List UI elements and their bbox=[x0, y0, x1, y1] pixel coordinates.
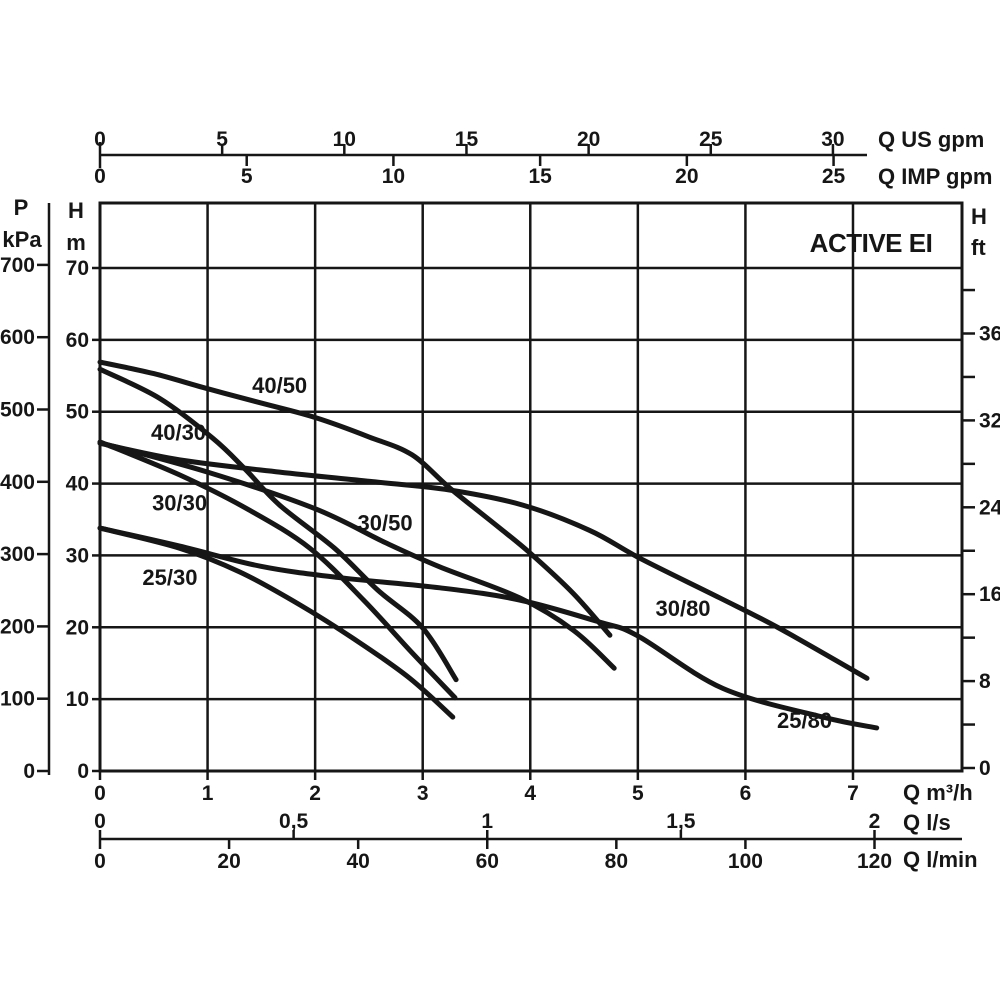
kpa-tick-label: 600 bbox=[0, 326, 35, 349]
lmin-tick-label: 100 bbox=[728, 850, 763, 873]
head-ft-tick-label: 36 bbox=[979, 323, 1000, 346]
imp-gpm-tick-label: 0 bbox=[94, 165, 106, 188]
axis-name-head: H bbox=[68, 198, 84, 223]
head-ft-tick-label: 24 bbox=[979, 496, 1000, 519]
axis-unit-label-lmin: Q l/min bbox=[903, 847, 978, 872]
pump-curves bbox=[97, 359, 880, 731]
axis-unit-label-us-gpm: Q US gpm bbox=[878, 127, 984, 152]
lmin-tick-label: 120 bbox=[857, 850, 892, 873]
axis-right-head-ft: 0 8 16 24 32 36 Hft bbox=[962, 204, 1000, 780]
us-gpm-tick-label: 25 bbox=[699, 128, 723, 151]
curve-label-40-30: 40/30 bbox=[151, 420, 206, 445]
axis-bottom-flow: 0 1 2 3 4 5 6 7 Q m³/h 0 0,5 1 1,5 2 Q l/s 0 20 40 60 80 100… bbox=[94, 771, 978, 873]
us-gpm-tick-label: 5 bbox=[216, 128, 228, 151]
m3h-tick-label: 1 bbox=[202, 782, 214, 805]
m3h-tick-label: 6 bbox=[740, 782, 752, 805]
curve-40-50 bbox=[97, 359, 613, 638]
head-m-tick-label: 20 bbox=[66, 616, 89, 639]
curve-25-80 bbox=[97, 525, 880, 731]
head-ft-tick-label: 16 bbox=[979, 583, 1000, 606]
curve-label-40-50: 40/50 bbox=[252, 373, 307, 398]
kpa-tick-label: 500 bbox=[0, 399, 35, 422]
head-m-tick-label: 10 bbox=[66, 688, 89, 711]
curve-label-25-80: 25/80 bbox=[777, 708, 832, 733]
m3h-tick-label: 7 bbox=[847, 782, 859, 805]
plot-grid bbox=[98, 201, 964, 773]
kpa-tick-label: 300 bbox=[0, 543, 35, 566]
m3h-tick-label: 0 bbox=[94, 782, 106, 805]
head-ft-tick-label: 32 bbox=[979, 409, 1000, 432]
axis-unit-label-m3h: Q m³/h bbox=[903, 780, 973, 805]
imp-gpm-tick-label: 10 bbox=[382, 165, 405, 188]
kpa-tick-label: 0 bbox=[23, 760, 35, 783]
axis-name-pressure: P bbox=[14, 195, 29, 220]
m3h-tick-label: 2 bbox=[309, 782, 321, 805]
us-gpm-tick-label: 10 bbox=[333, 128, 356, 151]
axis-unit-label-ls: Q l/s bbox=[903, 810, 951, 835]
kpa-tick-label: 100 bbox=[0, 688, 35, 711]
head-m-tick-label: 30 bbox=[66, 544, 89, 567]
head-m-tick-label: 0 bbox=[77, 760, 89, 783]
kpa-tick-label: 700 bbox=[0, 254, 35, 277]
lmin-tick-label: 20 bbox=[217, 850, 240, 873]
chart-title-text: ACTIVE EI bbox=[810, 228, 933, 258]
head-m-tick-label: 70 bbox=[66, 257, 89, 280]
ls-tick-label: 1 bbox=[481, 810, 493, 833]
us-gpm-tick-label: 20 bbox=[577, 128, 600, 151]
axis-unit-label-imp-gpm: Q IMP gpm bbox=[878, 164, 993, 189]
curve-labels: 40/50 40/30 30/30 25/30 30/50 30/80 25/80 bbox=[142, 373, 832, 733]
curve-30-50 bbox=[97, 440, 617, 671]
chart-title: ACTIVE EI bbox=[810, 228, 933, 258]
axis-name-head-ft: H bbox=[971, 204, 987, 229]
curve-label-30-80: 30/80 bbox=[655, 596, 710, 621]
curve-label-30-30: 30/30 bbox=[152, 490, 207, 515]
lmin-tick-label: 0 bbox=[94, 850, 106, 873]
axis-unit-kpa: kPa bbox=[2, 227, 42, 252]
axis-left-head-m: 70 60 50 40 30 20 10 0 Hm bbox=[66, 198, 100, 783]
head-m-tick-label: 50 bbox=[66, 401, 89, 424]
axis-unit-m: m bbox=[66, 230, 86, 255]
imp-gpm-tick-label: 5 bbox=[241, 165, 253, 188]
curve-label-30-50: 30/50 bbox=[358, 510, 413, 535]
lmin-tick-label: 40 bbox=[346, 850, 369, 873]
ls-tick-label: 0,5 bbox=[279, 810, 309, 833]
m3h-tick-label: 4 bbox=[524, 782, 536, 805]
us-gpm-tick-label: 0 bbox=[94, 128, 106, 151]
lmin-tick-label: 60 bbox=[476, 850, 499, 873]
curve-30-80 bbox=[97, 440, 870, 681]
kpa-tick-label: 200 bbox=[0, 615, 35, 638]
curve-30-30 bbox=[97, 439, 458, 701]
curve-40-30 bbox=[97, 366, 459, 683]
kpa-tick-label: 400 bbox=[0, 471, 35, 494]
imp-gpm-tick-label: 20 bbox=[675, 165, 698, 188]
head-ft-tick-label: 8 bbox=[979, 670, 991, 693]
us-gpm-tick-label: 15 bbox=[455, 128, 479, 151]
head-m-tick-label: 40 bbox=[66, 473, 89, 496]
ls-tick-label: 1,5 bbox=[666, 810, 696, 833]
m3h-tick-label: 3 bbox=[417, 782, 429, 805]
m3h-tick-label: 5 bbox=[632, 782, 644, 805]
ls-tick-label: 2 bbox=[869, 810, 881, 833]
us-gpm-tick-label: 30 bbox=[821, 128, 844, 151]
ls-tick-label: 0 bbox=[94, 810, 106, 833]
lmin-tick-label: 80 bbox=[605, 850, 628, 873]
curve-label-25-30: 25/30 bbox=[142, 565, 197, 590]
head-m-tick-label: 60 bbox=[66, 329, 89, 352]
head-ft-tick-label: 0 bbox=[979, 757, 991, 780]
imp-gpm-tick-label: 25 bbox=[822, 165, 846, 188]
imp-gpm-tick-label: 15 bbox=[528, 165, 552, 188]
axis-unit-ft: ft bbox=[971, 235, 986, 260]
